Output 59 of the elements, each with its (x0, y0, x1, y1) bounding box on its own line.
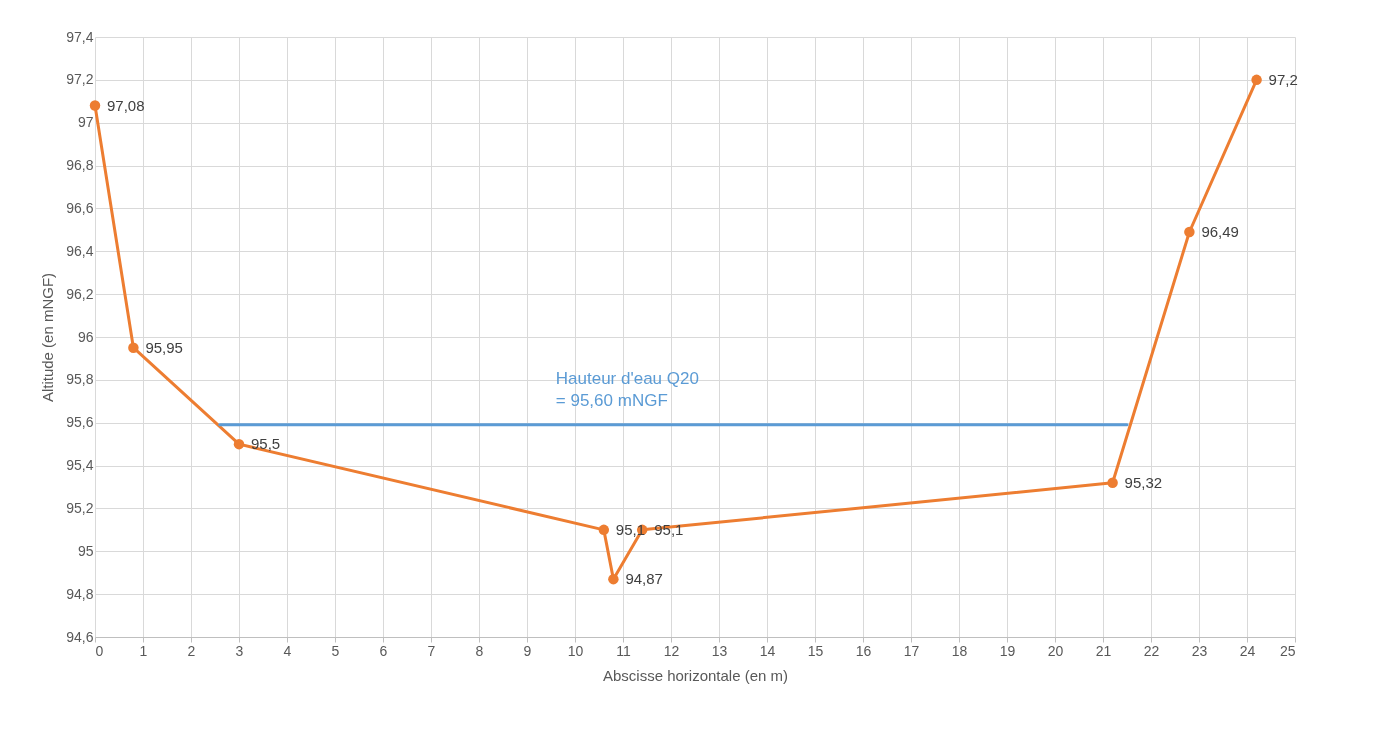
y-tick-label: 97 (77, 114, 94, 131)
x-tick-label: 20 (1047, 642, 1064, 659)
point (1107, 477, 1118, 488)
y-tick-label: 94,6 (66, 628, 94, 645)
point (128, 342, 139, 353)
point (608, 573, 619, 585)
y-tick-label: 96,6 (66, 199, 94, 216)
y-tick-label: 95 (77, 542, 94, 559)
y-tick-label: 95,6 (66, 414, 94, 431)
x-tick-label: 2 (187, 642, 196, 659)
data-label: 95,95 (145, 338, 183, 356)
data-label: 97,08 (107, 96, 145, 114)
x-tick-label: 12 (663, 642, 680, 659)
x-tick-label: 13 (711, 642, 728, 659)
x-tick-label: 15 (807, 642, 824, 659)
data-label: 95,5 (251, 435, 281, 453)
x-tick-label: 8 (475, 642, 484, 659)
x-tick-label: 16 (855, 642, 872, 659)
data-label: 94,87 (625, 570, 663, 588)
point (1251, 74, 1262, 86)
y-tick-label: 97,2 (66, 71, 94, 88)
y-tick-label: 96,8 (66, 157, 94, 174)
x-tick-label: 18 (951, 642, 968, 659)
x-tick-label: 7 (427, 642, 436, 659)
y-tick-label: 97,4 (66, 28, 94, 45)
x-tick-label: 6 (379, 642, 388, 659)
x-tick-label: 4 (283, 642, 292, 659)
x-tick-label: 14 (759, 642, 776, 659)
x-axis-title: Abscisse horizontale (en m) (602, 666, 789, 684)
x-tick-label: 9 (523, 642, 532, 659)
data-label: 96,49 (1201, 223, 1239, 240)
y-tick-label: 96,4 (66, 242, 94, 259)
x-tick-label: 25 (1279, 642, 1296, 659)
x-tick-label: 11 (616, 642, 631, 659)
point (1184, 226, 1195, 238)
y-tick-label: 96 (77, 328, 94, 345)
x-tick-label: 24 (1239, 642, 1256, 659)
x-tick-label: 23 (1191, 642, 1208, 659)
x-tick-label: 17 (903, 642, 920, 659)
x-tick-label: 22 (1143, 642, 1160, 659)
x-tick-label: 19 (999, 642, 1016, 659)
x-tick-label: 0 (95, 642, 104, 659)
y-tick-label: 95,2 (66, 499, 94, 516)
y-axis-title: Altitude (en mNGF) (39, 272, 57, 403)
y-tick-label: 96,2 (66, 285, 94, 302)
x-tick-label: 10 (567, 642, 584, 659)
x-tick-label: 1 (139, 642, 148, 659)
point (598, 524, 610, 536)
x-tick-label: 5 (331, 642, 340, 659)
y-tick-label: 94,8 (66, 585, 94, 602)
annotation: Hauteur d'eau Q20 = 95,60 mNGF (555, 368, 699, 410)
data-label: 97,2 (1268, 70, 1298, 88)
x-tick-label: 21 (1095, 642, 1112, 659)
y-tick-label: 95,4 (66, 457, 94, 474)
point (89, 100, 101, 111)
data-label: 95,32 (1124, 473, 1163, 491)
x-tick-label: 3 (235, 642, 244, 659)
point (233, 438, 245, 450)
y-tick-label: 95,8 (66, 371, 94, 388)
